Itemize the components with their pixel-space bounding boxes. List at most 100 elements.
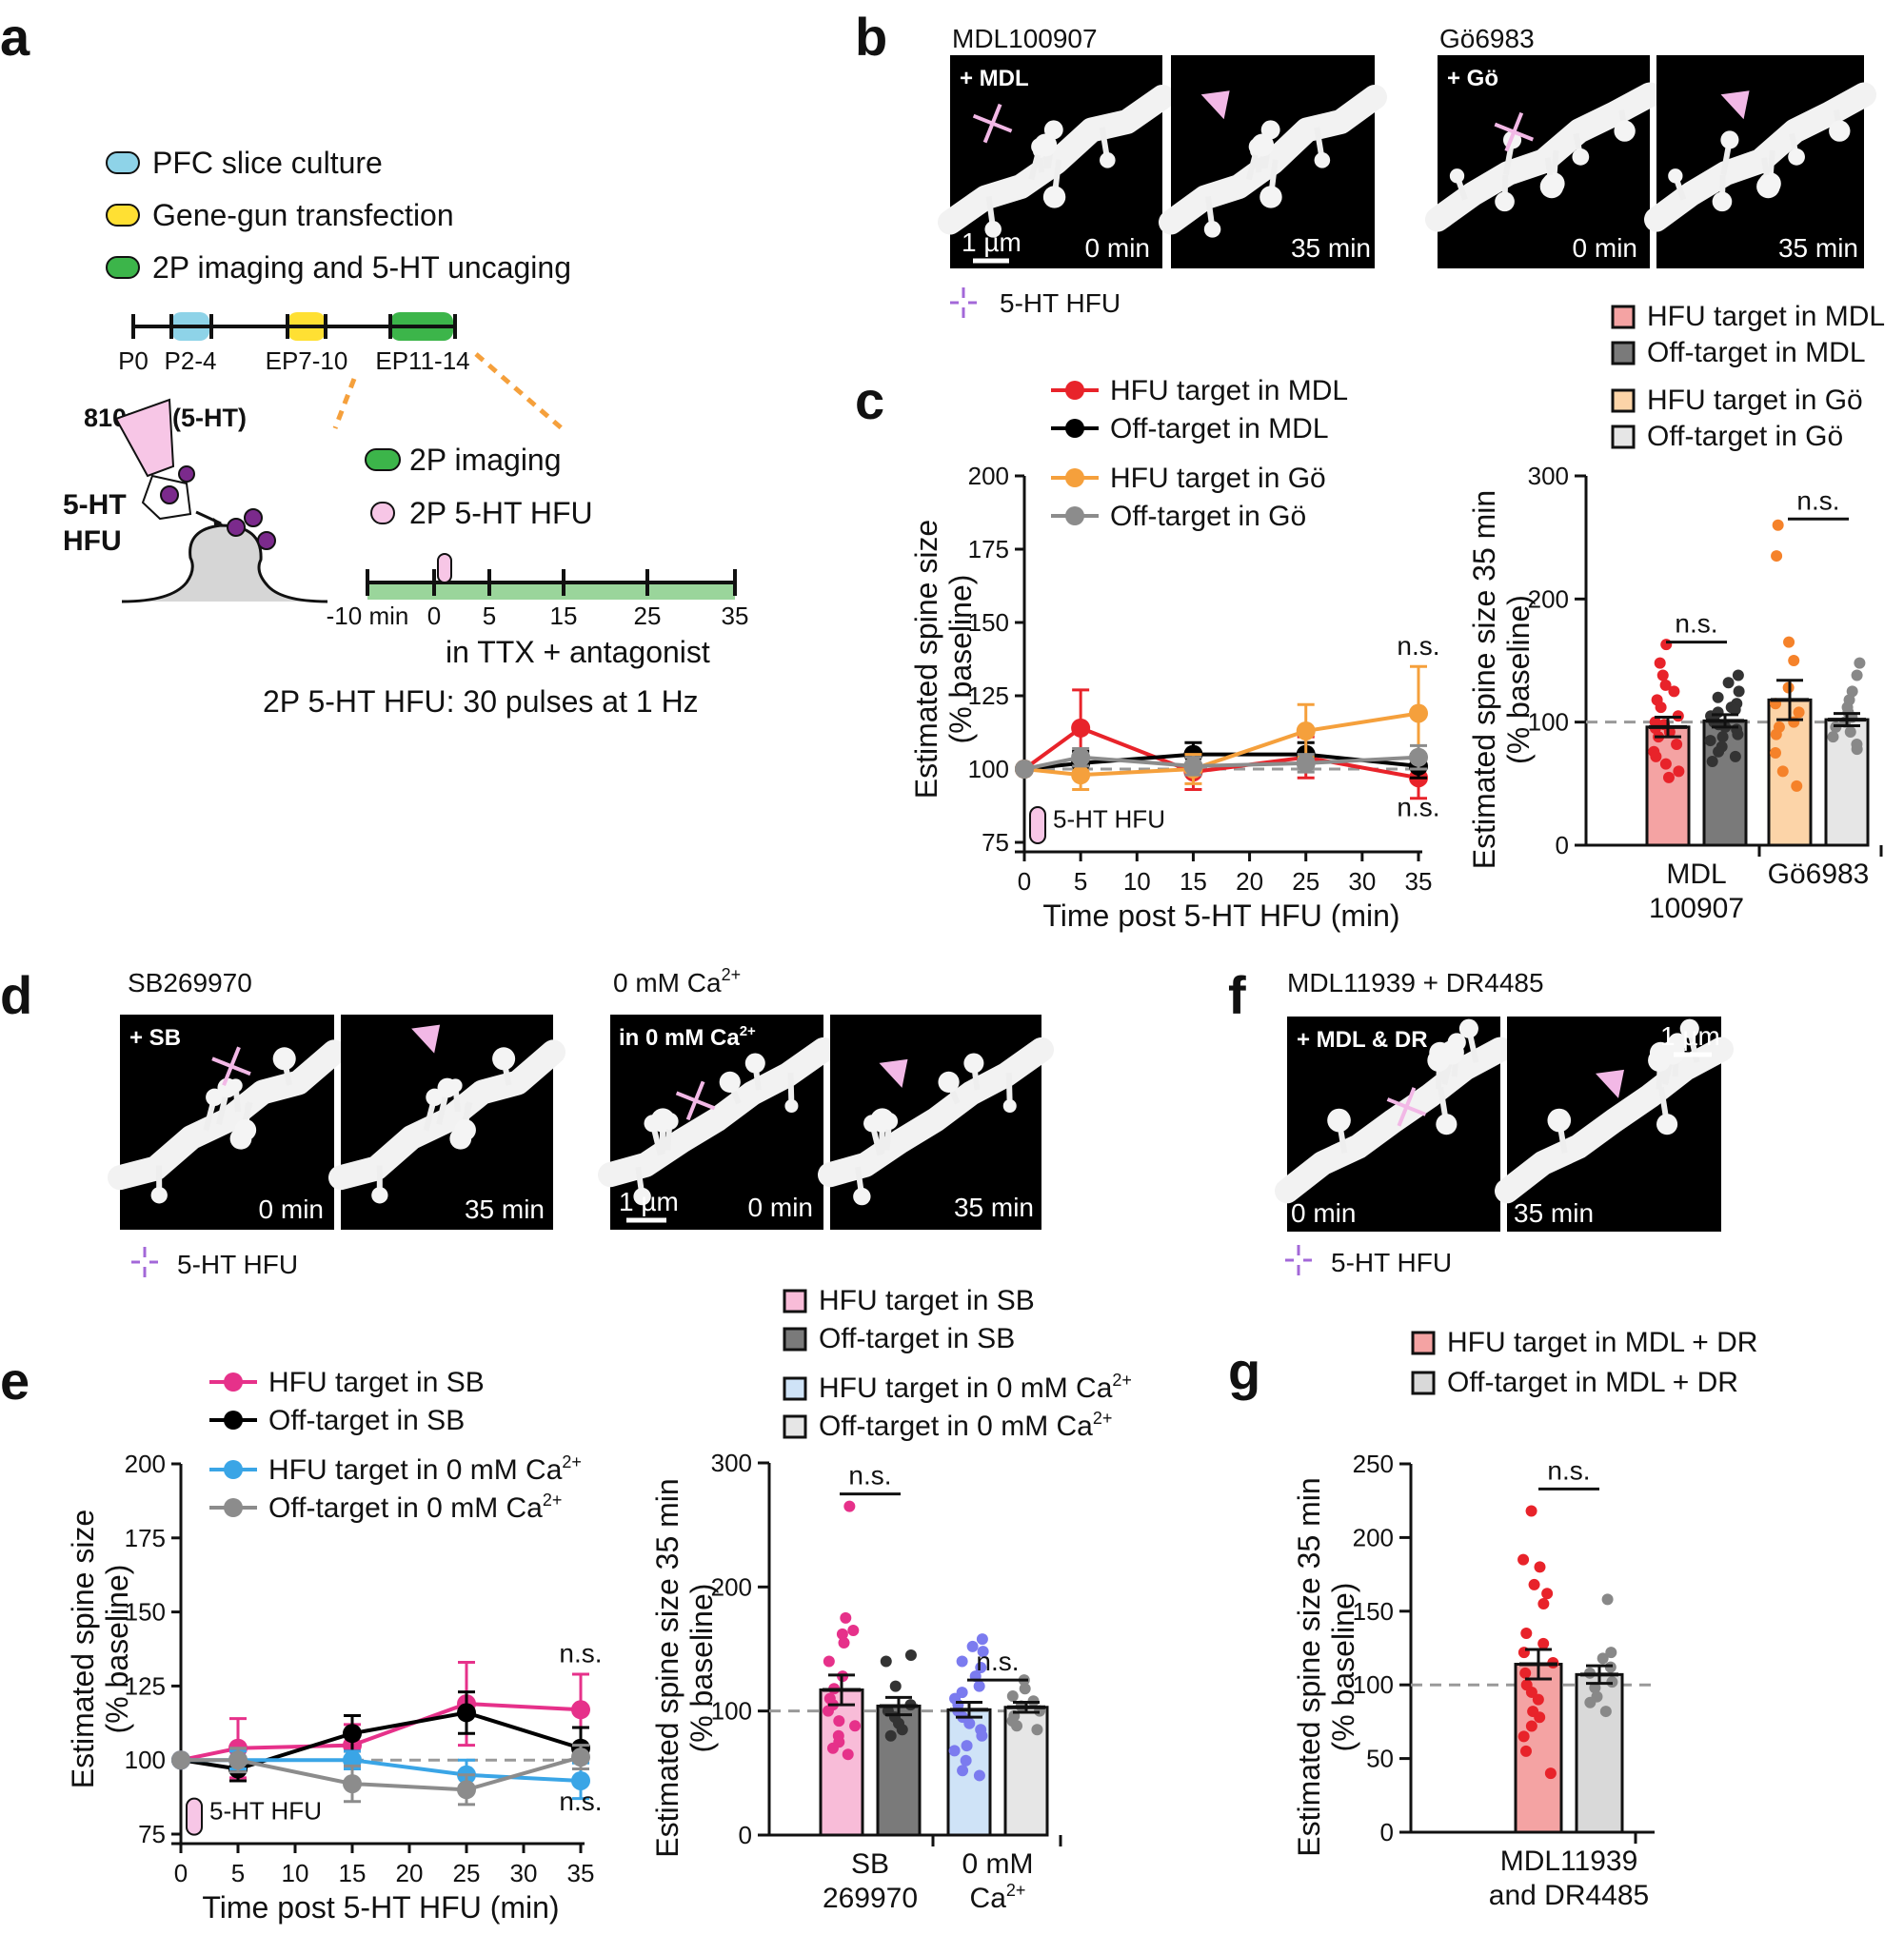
data-point [1705,735,1716,746]
f-drug-title: MDL11939 + DR4485 [1287,968,1544,997]
data-point [1519,1668,1531,1679]
data-point [1668,685,1679,697]
spine-head [1204,221,1221,238]
significance-label: n.s. [1675,609,1717,639]
data-point [1602,1593,1614,1605]
legend-label: HFU target in 0 mM Ca2+ [819,1371,1132,1404]
legend-swatch [784,1416,805,1437]
data-point [1520,1746,1532,1757]
legend-label: Off-target in Gö [1110,501,1306,532]
spine-head [1547,1109,1571,1133]
data-point [1584,1697,1596,1708]
f-t0: 0 min [1291,1198,1356,1228]
hfu-label-2: HFU [63,525,122,557]
x-tick-label: 20 [396,1859,424,1887]
sub-timeline-imaging-bar [367,582,735,600]
y-axis-label: Estimated spine size [66,1510,100,1788]
data-point [1526,1721,1537,1732]
spine-head [938,1072,959,1093]
zoom-line-left [335,379,354,428]
group-label: MDL11939 [1500,1846,1638,1877]
data-point [823,1656,835,1668]
significance-label: n.s. [848,1461,891,1491]
data-point [977,1633,988,1645]
zoom-line-right [476,354,562,428]
spine-head [1003,1099,1017,1113]
x-tick-label: 10 [1123,867,1151,896]
sub-tick-2: 5 [483,602,496,630]
hfu-label-1: 5-HT [63,489,127,521]
legend-label: Off-target in 0 mM Ca2+ [819,1409,1112,1442]
spine-head [454,1119,476,1141]
group-label: and DR4485 [1489,1880,1649,1911]
data-point [1520,1628,1532,1639]
legend-label: HFU target in Gö [1647,385,1863,416]
data-point [1537,1638,1549,1649]
legend-label: Off-target in SB [268,1405,465,1436]
cross-icon-gap [1294,1255,1303,1265]
data-point [1518,1730,1530,1742]
data-point [1723,677,1735,688]
spine-head [1100,152,1116,168]
data-point [1541,1588,1553,1599]
b-drug1-title: MDL100907 [952,24,1098,53]
spine-diagram [122,525,327,602]
legend-label: Off-target in MDL + DR [1447,1367,1738,1398]
y-tick-label: 250 [1353,1450,1394,1478]
cross-icon-gap [140,1257,149,1267]
timeline-tick-ep11-14: EP11-14 [375,346,469,375]
x-tick-label: 35 [567,1859,595,1887]
x-tick-label: 0 [174,1859,188,1887]
data-point [827,1743,839,1754]
x-tick-label: 30 [1348,867,1376,896]
legend-label: HFU target in Gö [1110,463,1326,494]
group-label: Ca2+ [970,1881,1026,1914]
data-point [957,1765,968,1776]
data-point [823,1706,834,1717]
legend-genegun: Gene-gun transfection [152,198,454,232]
data-point [1773,520,1784,531]
data-point [1717,731,1729,742]
data-point [1713,746,1724,758]
data-point [1655,658,1666,669]
panel-label-g: g [1228,1341,1260,1401]
data-point [1409,748,1428,767]
panel-f-micrographs: MDL11939 + DR4485 + MDL & DR 0 min 35 mi… [1285,968,1721,1277]
hfu-marker-label: 5-HT HFU [209,1796,322,1825]
data-point [957,1656,968,1668]
spine-head [1788,148,1805,166]
data-point [1020,1683,1031,1694]
data-point [839,1637,850,1649]
panel-d-micrographs: SB269970 0 mM Ca2+ + SB in 0 mM Ca2+ 0 m… [120,965,1041,1279]
data-point [949,1745,961,1756]
legend-label: HFU target in MDL + DR [1447,1327,1757,1358]
data-point [1529,1579,1540,1590]
data-point [228,1750,248,1769]
legend-marker [1065,419,1084,438]
data-point [1660,639,1672,650]
d-sb-tag: + SB [129,1025,181,1051]
legend-marker [1065,381,1084,400]
significance-label: n.s. [1397,792,1439,821]
legend-imaging: 2P imaging and 5-HT uncaging [152,250,571,285]
data-point [974,1681,985,1692]
group-label: MDL [1666,859,1726,890]
spine-head [1656,1114,1677,1135]
legend-swatch [1613,426,1634,447]
legend-marker [1065,468,1084,487]
legend-label: HFU target in MDL [1647,301,1885,332]
bar-off-target-in-mdl-dr [1577,1593,1622,1832]
spine-head [1327,1109,1351,1133]
spine-head [1720,130,1738,148]
data-point [1660,759,1672,770]
legend-label: Off-target in MDL [1110,413,1329,444]
spine-head [720,1072,741,1093]
x-tick-label: 10 [282,1859,309,1887]
b-scale-label: 1 µm [962,227,1021,257]
legend-marker [224,1372,243,1392]
data-point [1852,670,1863,681]
data-point [1771,729,1782,740]
